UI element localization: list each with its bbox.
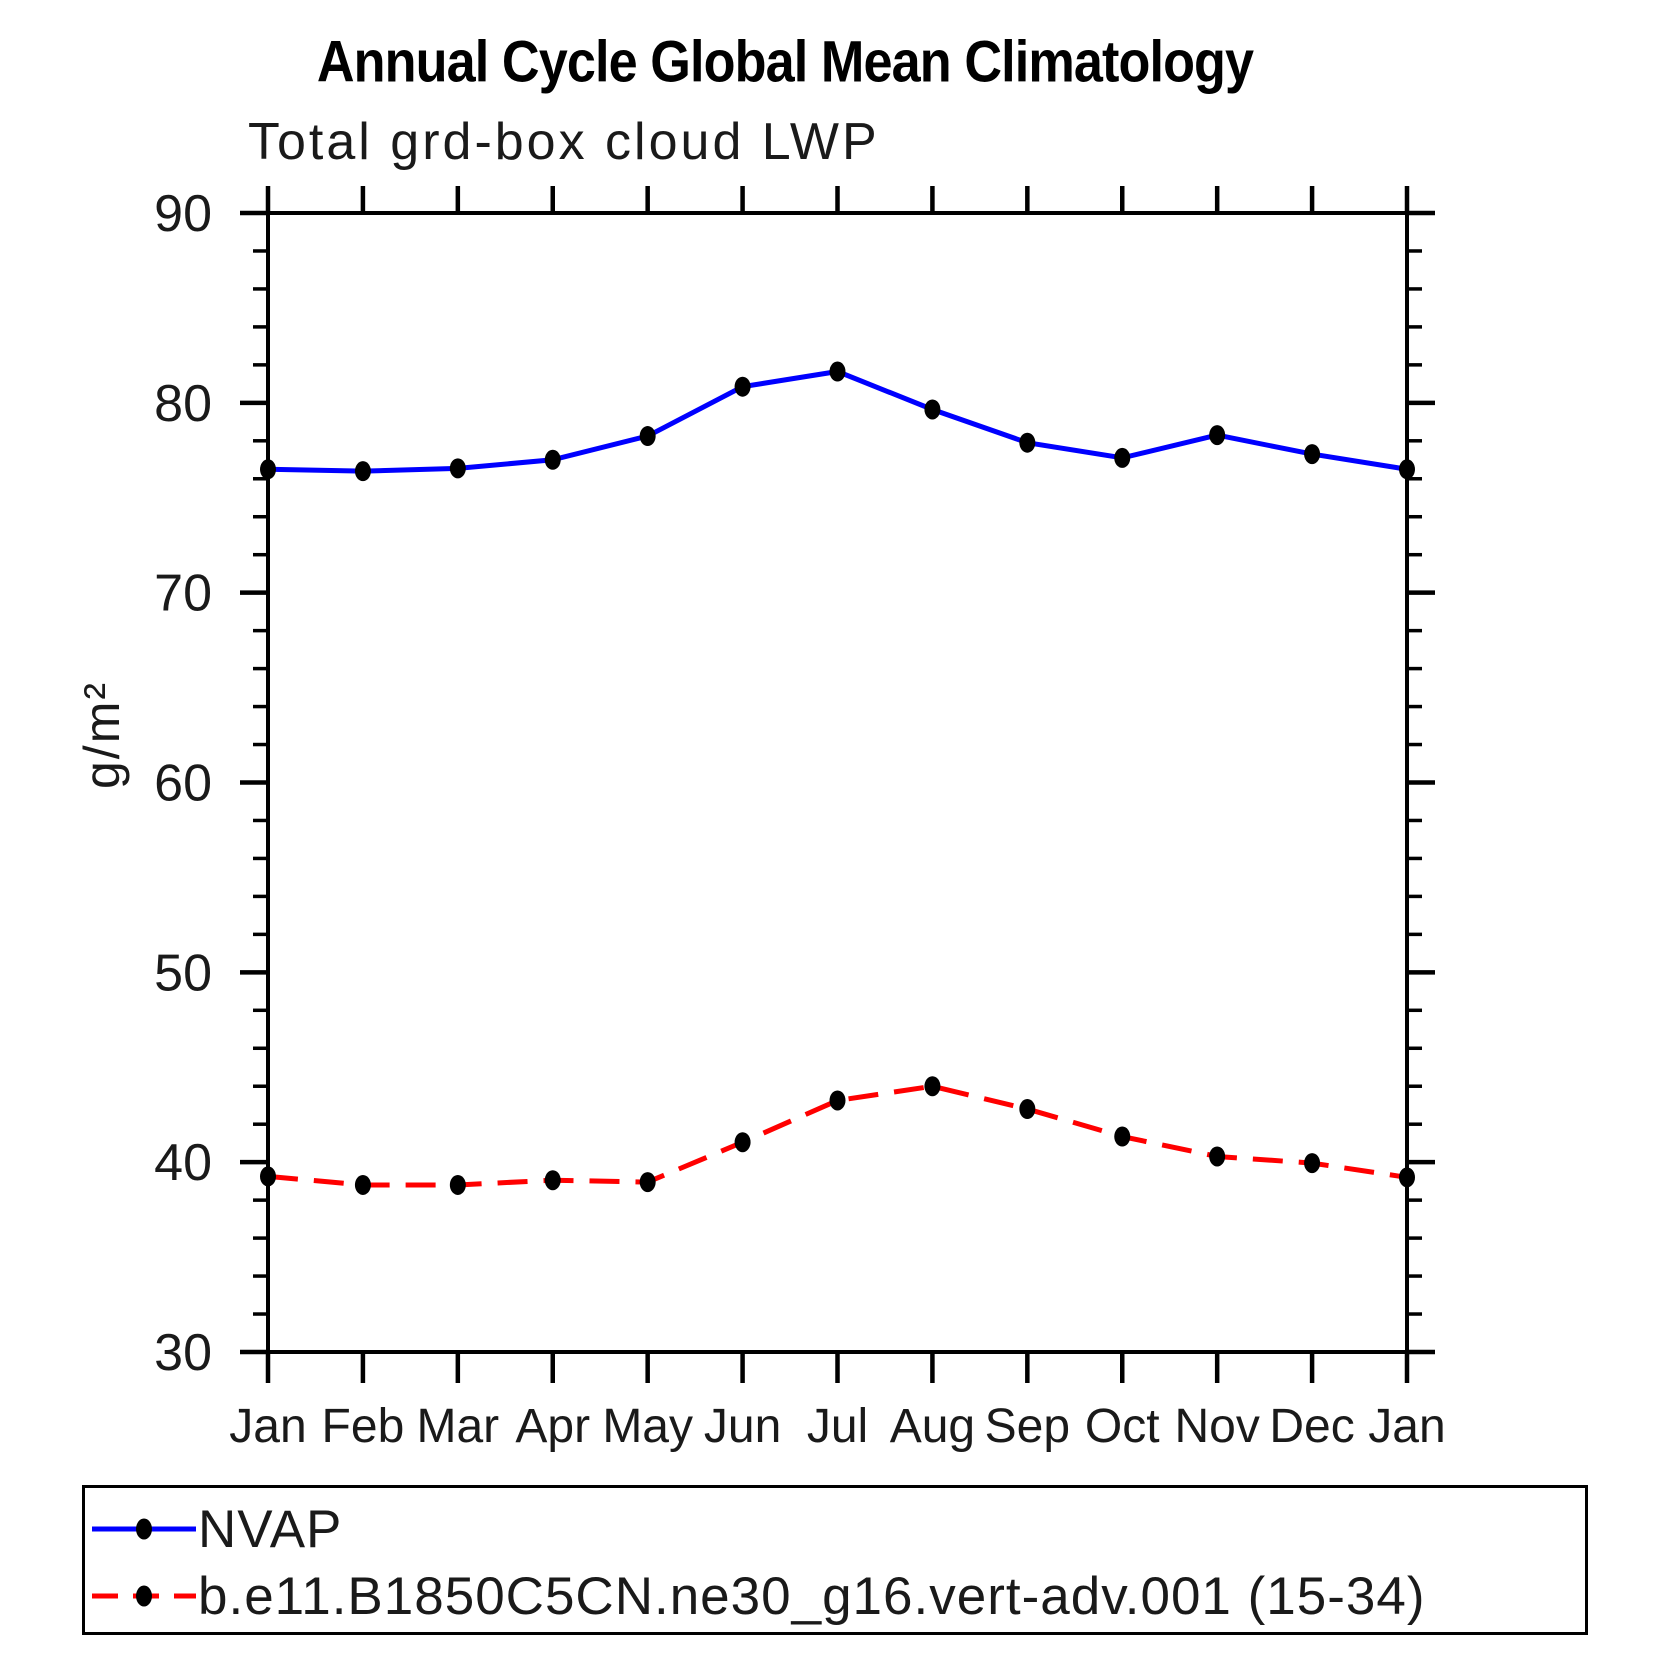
x-tick-label-month: Sep: [985, 1400, 1070, 1453]
legend-item-nvap: NVAP: [90, 1503, 342, 1556]
data-point-marker: [829, 361, 846, 382]
y-tick-label: 80: [154, 375, 212, 433]
data-point-marker: [1399, 459, 1415, 480]
data-point-marker: [544, 449, 561, 470]
y-tick-label: 70: [154, 565, 212, 623]
x-tick-label-month: Jan: [229, 1400, 306, 1453]
legend: NVAP b.e11.B1850C5CN.ne30_g16.vert-adv.0…: [82, 1485, 1588, 1635]
data-point-marker: [260, 1166, 276, 1187]
data-point-marker: [260, 459, 276, 480]
chart-title: Annual Cycle Global Mean Climatology: [316, 29, 1254, 95]
x-tick-label-month: Oct: [1085, 1400, 1160, 1453]
legend-label-model: b.e11.B1850C5CN.ne30_g16.vert-adv.001 (1…: [198, 1566, 1426, 1626]
y-axis-ticks: [240, 210, 1435, 1355]
x-axis-tick-labels: Jan Feb Mar Apr May Jun Jul Aug Sep Oct Nov Dec Jan: [229, 1400, 1445, 1453]
data-point-marker: [639, 426, 656, 447]
y-tick-label: 60: [154, 755, 212, 813]
data-point-marker: [1114, 447, 1131, 468]
data-point-marker: [829, 1090, 846, 1111]
data-point-marker: [1304, 1153, 1321, 1174]
x-tick-label-month: Mar: [416, 1400, 499, 1453]
legend-label-nvap: NVAP: [198, 1499, 343, 1559]
data-point-marker: [1209, 1146, 1226, 1167]
data-point-marker: [449, 458, 466, 479]
y-tick-label: 30: [154, 1324, 212, 1382]
chart-subtitle: Total grd-box cloud LWP: [248, 113, 880, 171]
x-tick-label-month: May: [602, 1400, 693, 1453]
x-tick-label-month: Aug: [890, 1400, 975, 1453]
data-point-marker: [734, 1132, 751, 1153]
x-axis-ticks: [265, 186, 1410, 1383]
series-nvap: [260, 361, 1415, 482]
y-tick-label: 40: [154, 1134, 212, 1192]
legend-sample-dashed-line: [92, 1585, 196, 1607]
data-point-marker: [354, 461, 371, 482]
series-model: [260, 1076, 1415, 1195]
data-point-marker: [1114, 1126, 1131, 1147]
data-point-marker: [1019, 432, 1036, 453]
data-point-marker: [449, 1174, 466, 1195]
x-tick-label-month: Nov: [1174, 1400, 1259, 1453]
data-point-marker: [924, 1076, 941, 1097]
x-tick-label-month: Apr: [515, 1400, 590, 1453]
x-tick-label-month: Feb: [322, 1400, 405, 1453]
x-tick-label-month: Jun: [704, 1400, 781, 1453]
y-axis-tick-labels: 30 40 50 60 70 80 90: [154, 185, 212, 1382]
y-tick-label: 50: [154, 944, 212, 1002]
data-point-marker: [1019, 1099, 1036, 1120]
data-point-marker: [1209, 425, 1226, 446]
x-tick-label-month: Dec: [1269, 1400, 1354, 1453]
data-point-marker: [924, 399, 941, 420]
data-point-marker: [544, 1170, 561, 1191]
legend-sample-solid-line: [92, 1518, 196, 1540]
legend-item-model: b.e11.B1850C5CN.ne30_g16.vert-adv.001 (1…: [90, 1570, 1426, 1623]
data-point-marker: [354, 1174, 371, 1195]
x-tick-label-month: Jan: [1368, 1400, 1445, 1453]
data-point-marker: [1304, 444, 1321, 465]
y-tick-label: 90: [154, 185, 212, 243]
data-point-marker: [639, 1172, 656, 1193]
plot-frame: [266, 211, 1409, 1354]
data-point-marker: [1399, 1167, 1415, 1188]
data-point-marker: [734, 376, 751, 397]
x-tick-label-month: Jul: [807, 1400, 868, 1453]
